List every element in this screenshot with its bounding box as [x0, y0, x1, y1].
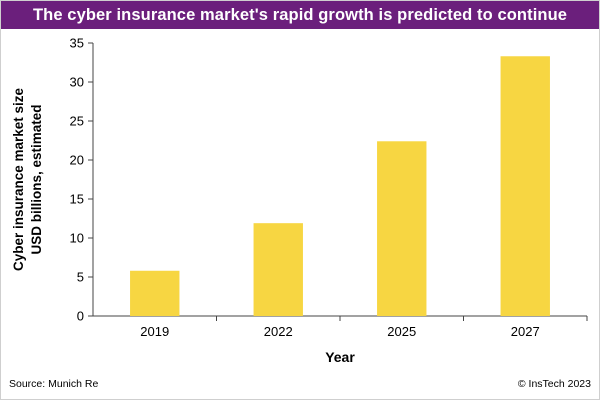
bar-2022 [253, 223, 303, 316]
y-tick-label: 30 [70, 75, 84, 90]
x-axis-label: Year [325, 349, 355, 365]
y-tick-label: 25 [70, 114, 84, 129]
y-tick-label: 0 [77, 309, 84, 324]
x-tick-label: 2027 [511, 324, 540, 339]
x-tick-label: 2019 [140, 324, 169, 339]
y-axis-label-line: Cyber insurance market size [11, 87, 26, 271]
y-tick-label: 5 [77, 270, 84, 285]
y-tick-label: 15 [70, 192, 84, 207]
chart-title: The cyber insurance market's rapid growt… [32, 5, 568, 24]
title-bar: The cyber insurance market's rapid growt… [1, 1, 599, 29]
copyright-note: © InsTech 2023 [517, 378, 591, 390]
bar-2019 [130, 270, 180, 316]
y-tick-label: 20 [70, 153, 84, 168]
x-tick-label: 2025 [387, 324, 416, 339]
source-note: Source: Munich Re [9, 378, 99, 390]
y-axis-label-line: USD billions, estimated [29, 104, 44, 254]
x-tick-label: 2022 [264, 324, 293, 339]
y-tick-label: 35 [70, 36, 84, 51]
y-tick-label: 10 [70, 231, 84, 246]
bar-2025 [377, 141, 427, 316]
bar-2027 [500, 56, 550, 316]
